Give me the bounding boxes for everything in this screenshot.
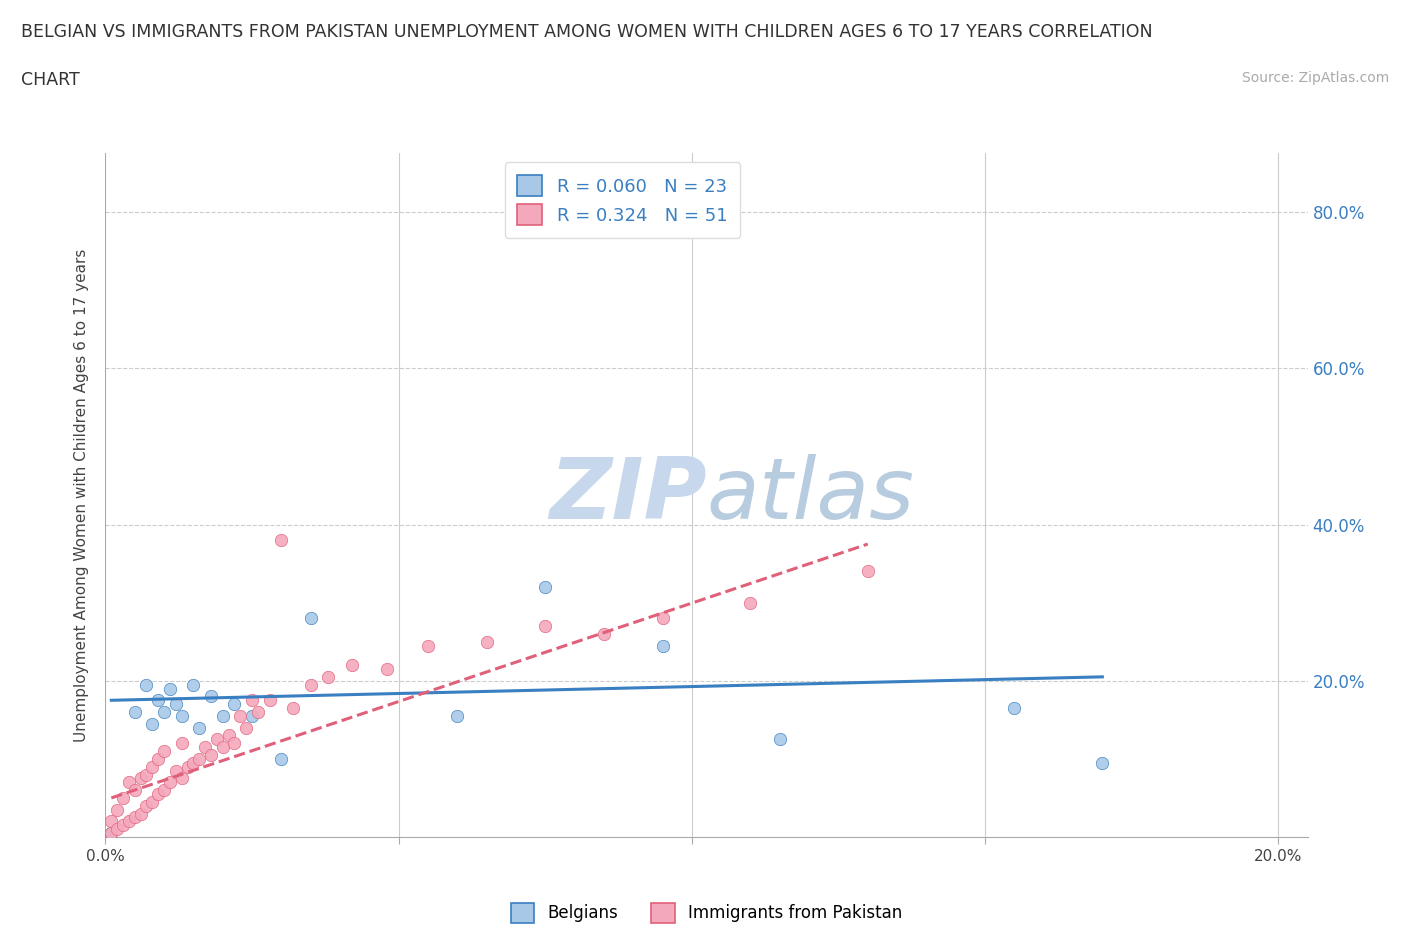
Point — [105, 822, 128, 837]
Point — [188, 720, 211, 735]
Point — [183, 677, 205, 692]
Point — [246, 705, 269, 720]
Point — [316, 670, 339, 684]
Point — [135, 677, 157, 692]
Point — [270, 751, 292, 766]
Point — [224, 697, 246, 711]
Point — [141, 716, 163, 731]
Point — [153, 705, 176, 720]
Point — [259, 693, 281, 708]
Point — [105, 803, 128, 817]
Point — [165, 764, 187, 778]
Point — [148, 751, 170, 766]
Point — [281, 700, 304, 715]
Point — [159, 681, 181, 696]
Point — [235, 720, 257, 735]
Text: BELGIAN VS IMMIGRANTS FROM PAKISTAN UNEMPLOYMENT AMONG WOMEN WITH CHILDREN AGES : BELGIAN VS IMMIGRANTS FROM PAKISTAN UNEM… — [21, 23, 1153, 41]
Point — [240, 693, 263, 708]
Point — [270, 533, 292, 548]
Legend: Belgians, Immigrants from Pakistan: Belgians, Immigrants from Pakistan — [503, 897, 910, 929]
Point — [100, 814, 122, 829]
Point — [593, 627, 616, 642]
Point — [148, 693, 170, 708]
Point — [375, 661, 398, 676]
Point — [112, 817, 135, 832]
Point — [299, 611, 322, 626]
Point — [200, 689, 222, 704]
Point — [141, 759, 163, 774]
Point — [124, 783, 146, 798]
Point — [118, 775, 141, 790]
Point — [1091, 755, 1114, 770]
Point — [651, 611, 673, 626]
Text: Source: ZipAtlas.com: Source: ZipAtlas.com — [1241, 71, 1389, 85]
Point — [170, 709, 193, 724]
Point — [856, 564, 879, 578]
Point — [229, 709, 252, 724]
Point — [112, 790, 135, 805]
Point — [200, 748, 222, 763]
Point — [135, 798, 157, 813]
Point — [205, 732, 228, 747]
Point — [769, 732, 792, 747]
Point — [170, 736, 193, 751]
Point — [135, 767, 157, 782]
Point — [224, 736, 246, 751]
Point — [475, 634, 498, 649]
Point — [165, 697, 187, 711]
Point — [129, 771, 152, 786]
Point — [153, 744, 176, 759]
Point — [416, 638, 439, 653]
Text: CHART: CHART — [21, 71, 80, 88]
Point — [124, 810, 146, 825]
Point — [118, 814, 141, 829]
Point — [176, 759, 198, 774]
Point — [100, 826, 122, 841]
Point — [153, 783, 176, 798]
Point — [100, 826, 122, 841]
Point — [194, 739, 217, 754]
Point — [218, 728, 240, 743]
Point — [534, 579, 557, 594]
Point — [188, 751, 211, 766]
Y-axis label: Unemployment Among Women with Children Ages 6 to 17 years: Unemployment Among Women with Children A… — [75, 248, 90, 742]
Point — [740, 595, 762, 610]
Point — [148, 787, 170, 802]
Text: ZIP: ZIP — [548, 454, 707, 537]
Point — [1002, 700, 1025, 715]
Point — [141, 794, 163, 809]
Point — [170, 771, 193, 786]
Point — [534, 618, 557, 633]
Point — [183, 755, 205, 770]
Point — [211, 709, 233, 724]
Point — [299, 677, 322, 692]
Point — [211, 739, 233, 754]
Point — [446, 709, 468, 724]
Point — [651, 638, 673, 653]
Point — [159, 775, 181, 790]
Text: atlas: atlas — [707, 454, 914, 537]
Point — [240, 709, 263, 724]
Point — [129, 806, 152, 821]
Point — [124, 705, 146, 720]
Point — [340, 658, 363, 672]
